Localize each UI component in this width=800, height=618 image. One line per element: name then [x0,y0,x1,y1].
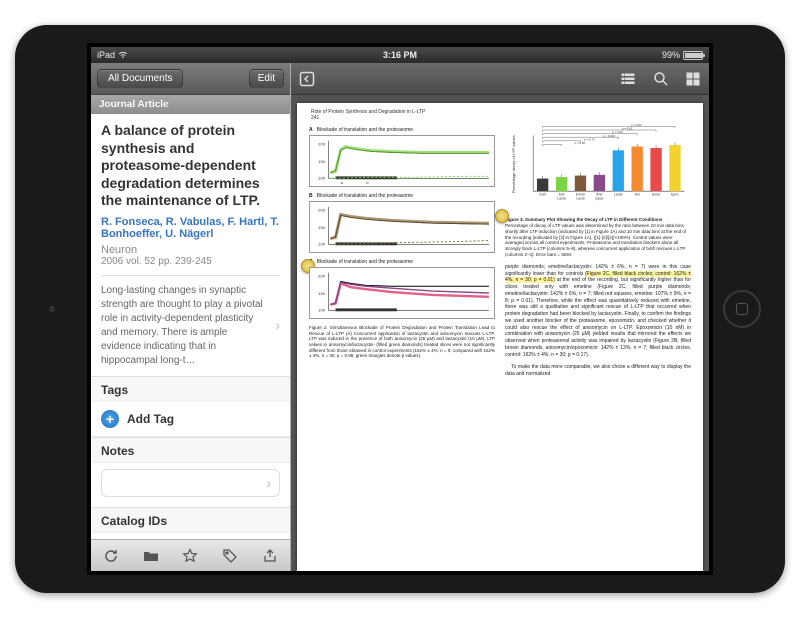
chevron-right-icon: › [266,475,271,491]
running-head: Role of Protein Synthesis and Degradatio… [311,109,425,121]
home-button[interactable] [723,290,761,328]
article-journal: Neuron [101,244,280,256]
star-icon[interactable] [180,546,200,566]
statusbar-time: 3:16 PM [383,50,417,60]
svg-text:200: 200 [318,274,326,279]
article-authors[interactable]: R. Fonseca, R. Vabulas, F. Hartl, T. Bon… [101,216,280,240]
share-icon[interactable] [260,546,280,566]
battery-icon [683,51,703,60]
notes-input[interactable]: › [101,469,280,497]
folder-icon[interactable] [141,546,161,566]
all-documents-button[interactable]: All Documents [97,69,183,88]
svg-text:Ani: Ani [635,193,640,197]
svg-text:Emet: Emet [652,193,660,197]
svg-text:150: 150 [318,159,326,164]
svg-text:Cont: Cont [539,193,546,197]
svg-text:150: 150 [318,291,326,296]
sidebar: All Documents Edit Journal Article A bal… [91,63,291,571]
svg-text:100: 100 [318,241,326,246]
figure-panel-b: BBlockade of translation and the proteas… [309,193,495,253]
battery-percent: 99% [662,50,680,60]
pdf-toolbar [291,63,709,95]
pdf-viewer: Role of Protein Synthesis and Degradatio… [291,63,709,571]
notes-section-header: Notes [91,437,290,463]
svg-text:Lacta: Lacta [576,196,584,200]
svg-text:p = 0.01: p = 0.01 [622,127,633,131]
svg-text:200: 200 [318,142,326,147]
wifi-icon [118,51,128,59]
svg-text:Lacta: Lacta [614,193,622,197]
article-abstract[interactable]: Long-lasting changes in synaptic strengt… [101,284,280,368]
svg-text:Epox: Epox [595,196,603,200]
document-type-header: Journal Article [91,95,290,114]
figure-3-caption: Figure 3. Summary Plot Showing the Decay… [505,217,691,258]
tag-icon[interactable] [220,546,240,566]
chevron-right-icon: › [275,316,280,336]
pdf-page: Role of Protein Synthesis and Degradatio… [297,103,703,571]
article-title: A balance of protein synthesis and prote… [101,122,280,210]
search-icon[interactable] [651,69,671,89]
body-paragraph: To make the data more comparable, we als… [505,364,691,378]
refresh-icon[interactable] [101,546,121,566]
svg-text:p = 0.73: p = 0.73 [584,137,595,141]
plus-icon: + [101,410,119,428]
figure-panel-a: ABlockade of translation and the proteas… [309,127,495,187]
figure-3-barchart: Percentage decay of LTP valuesContAni/La… [505,121,691,211]
pdf-viewport[interactable]: Role of Protein Synthesis and Degradatio… [291,95,709,571]
svg-text:Lacta: Lacta [557,196,565,200]
svg-text:Percentage decay of LTP values: Percentage decay of LTP values [511,135,516,193]
svg-text:p = 0.95: p = 0.95 [575,141,586,145]
divider [101,275,280,276]
edit-button[interactable]: Edit [249,69,284,88]
add-tag-button[interactable]: + Add Tag [91,402,290,437]
back-icon[interactable] [297,69,317,89]
svg-text:Epox: Epox [671,193,679,197]
svg-text:150: 150 [318,225,326,230]
sidebar-bottom-toolbar [91,539,290,571]
figure-panel-c: CBlockade of translation and the proteas… [309,259,495,319]
annotation-badge-icon[interactable] [495,209,509,223]
list-icon[interactable] [619,69,639,89]
grid-icon[interactable] [683,69,703,89]
ios-statusbar: iPad 3:16 PM 99% [91,47,709,63]
catalog-section-header: Catalog IDs [91,507,290,533]
carrier-label: iPad [97,50,115,60]
svg-text:200: 200 [318,208,326,213]
svg-text:100: 100 [318,175,326,180]
tags-section-header: Tags [91,376,290,402]
article-meta: 2006 vol. 52 pp. 239-245 [101,256,280,267]
figure-2-caption: Figure 2. Simultaneous Blockade of Prote… [309,325,495,359]
svg-text:100: 100 [318,307,326,312]
sidebar-toolbar: All Documents Edit [91,63,290,95]
body-paragraph: purple diamonds; emetine/lactacystin: 14… [505,264,691,359]
svg-text:p = 0.01: p = 0.01 [631,123,642,127]
svg-text:p < 0.001: p < 0.001 [603,134,615,138]
